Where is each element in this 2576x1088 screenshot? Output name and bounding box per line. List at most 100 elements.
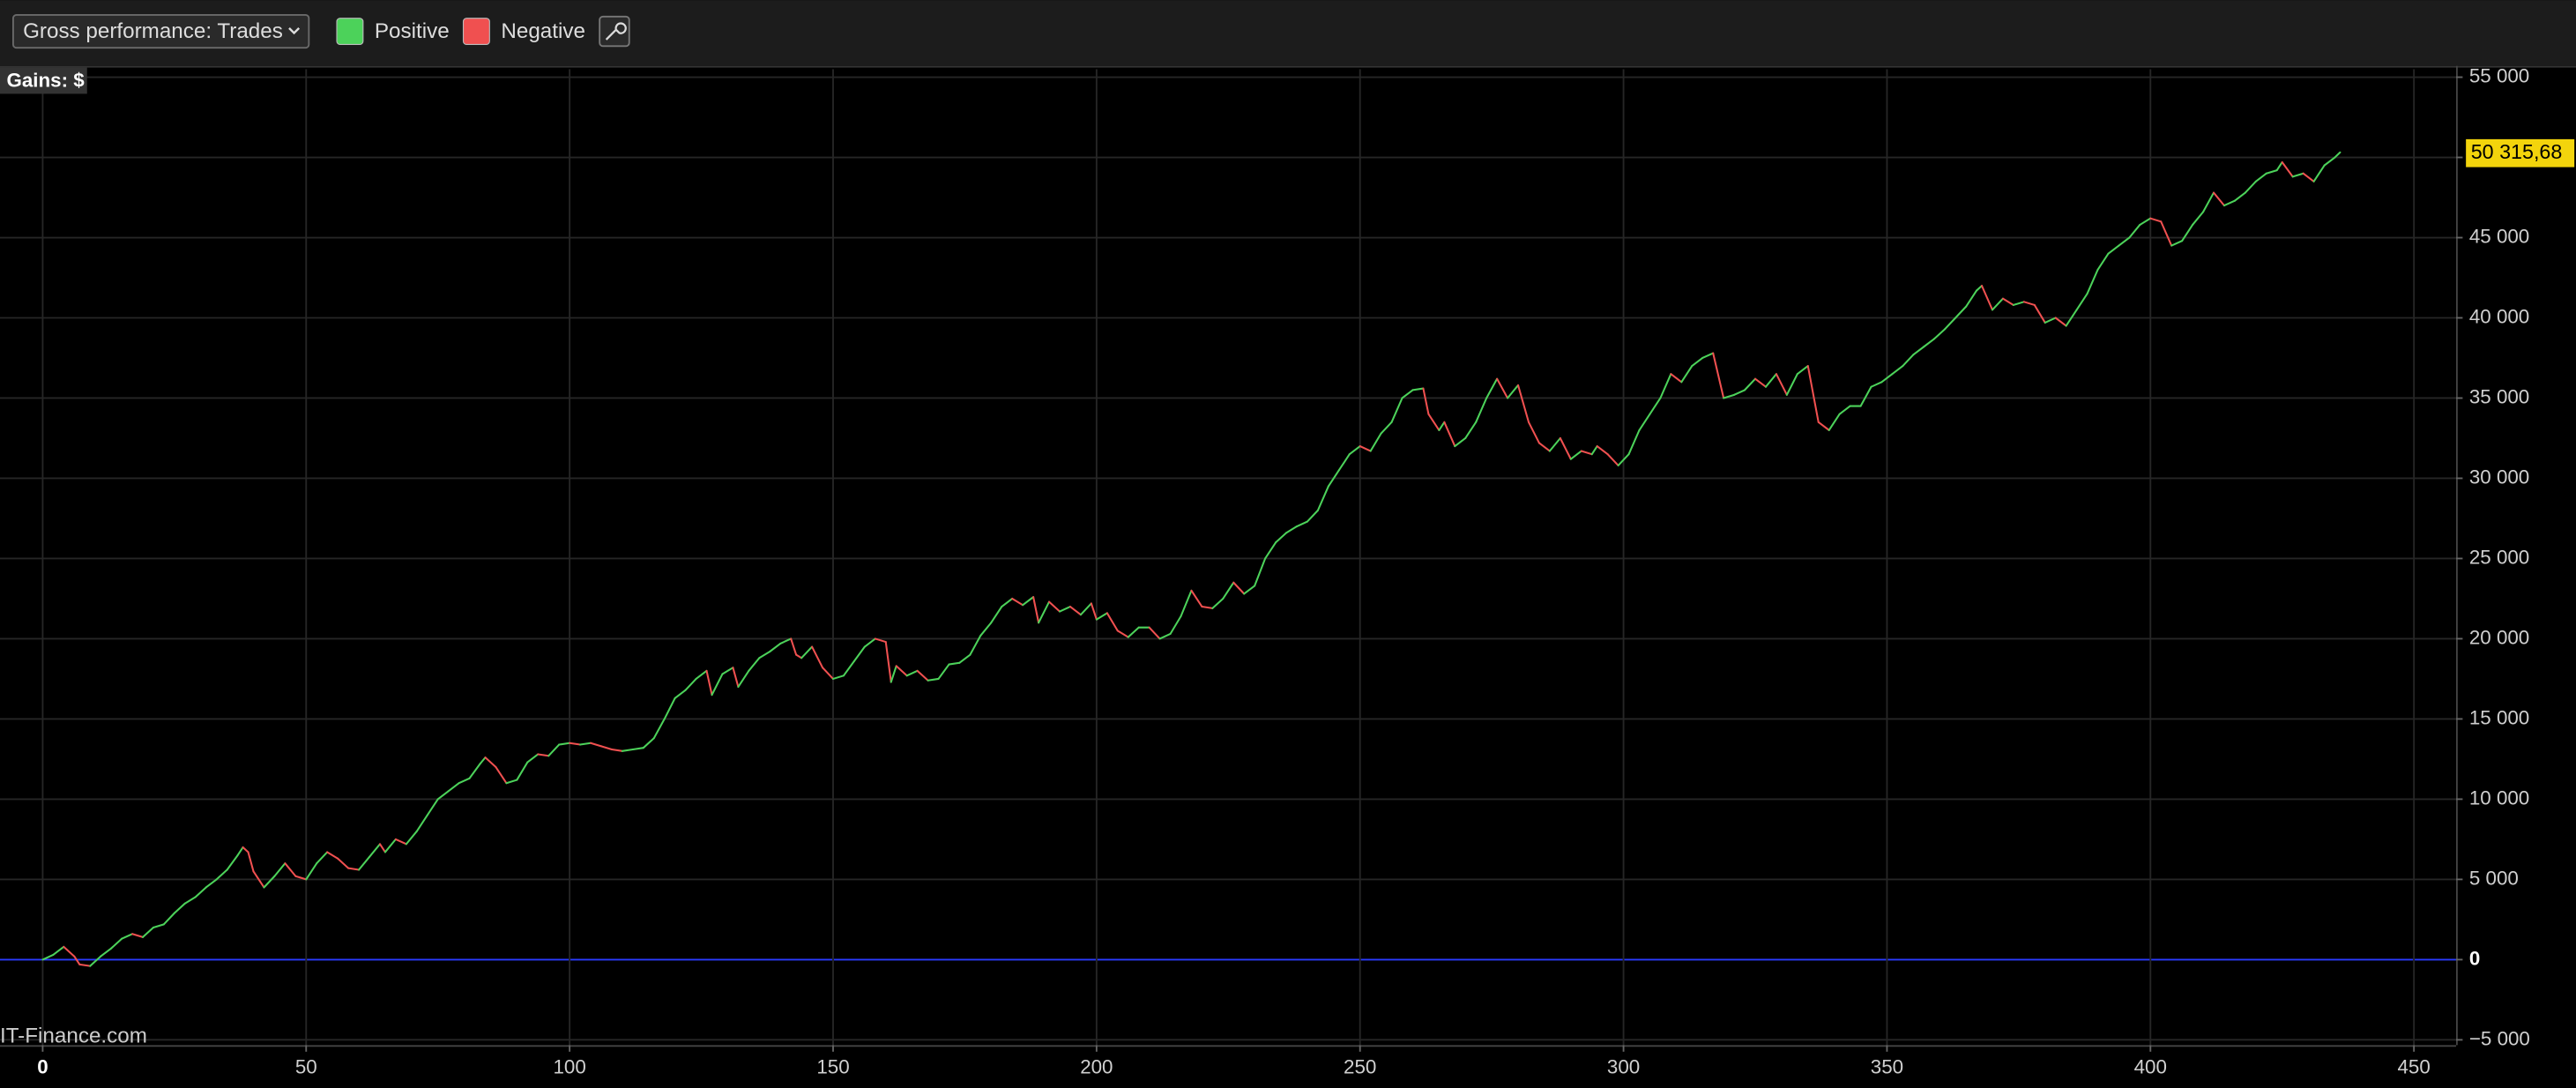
- line-segment: [1733, 389, 1746, 396]
- line-segment: [1649, 397, 1662, 415]
- line-segment: [1580, 450, 1593, 456]
- x-tick-label: 200: [1080, 1055, 1113, 1077]
- line-segment: [2012, 301, 2025, 306]
- line-segment: [2107, 244, 2120, 255]
- line-segment: [890, 665, 897, 683]
- line-segment: [1976, 285, 1984, 292]
- axis-title-box: [0, 67, 87, 94]
- line-segment: [52, 945, 65, 956]
- line-segment: [1670, 373, 1683, 384]
- line-segment: [695, 669, 708, 680]
- x-tick-label: 100: [553, 1055, 585, 1077]
- line-segment: [131, 933, 145, 938]
- line-segment: [73, 955, 81, 965]
- line-segment: [884, 641, 892, 683]
- line-segment: [1991, 297, 2004, 311]
- line-segment: [2096, 252, 2110, 271]
- line-segment: [2075, 293, 2088, 311]
- selector-text[interactable]: Gross performance: Trades: [23, 19, 283, 43]
- settings-button[interactable]: [599, 15, 630, 48]
- line-segment: [2233, 191, 2246, 202]
- line-segment: [1190, 589, 1203, 608]
- line-segment: [426, 798, 439, 816]
- line-segment: [2181, 223, 2194, 242]
- line-segment: [89, 955, 102, 967]
- line-segment: [732, 667, 740, 689]
- legend-label[interactable]: Negative: [501, 19, 585, 43]
- line-segment: [1106, 612, 1119, 632]
- line-segment: [558, 741, 571, 746]
- line-segment: [516, 761, 529, 781]
- watermark: IT-Finance.com: [0, 1024, 147, 1047]
- line-segment: [579, 741, 592, 746]
- line-segment: [2022, 301, 2036, 306]
- line-segment: [800, 645, 814, 660]
- legend-swatch[interactable]: [336, 18, 364, 46]
- line-segment: [1954, 305, 1968, 319]
- line-segment: [795, 653, 803, 660]
- line-segment: [347, 867, 361, 871]
- line-segment: [1627, 428, 1641, 456]
- line-segment: [358, 855, 371, 871]
- line-segment: [383, 838, 397, 853]
- line-segment: [1617, 453, 1630, 466]
- line-segment: [1243, 585, 1256, 595]
- line-segment: [1022, 596, 1035, 607]
- line-segment: [547, 743, 561, 757]
- legend-swatch[interactable]: [462, 18, 490, 46]
- y-tick-label: 20 000: [2469, 626, 2529, 648]
- x-tick-label: 250: [1344, 1055, 1376, 1077]
- line-segment: [1048, 600, 1061, 613]
- line-segment: [1744, 377, 1757, 391]
- line-segment: [1427, 413, 1441, 431]
- line-segment: [194, 886, 207, 898]
- line-segment: [1496, 377, 1509, 399]
- line-segment: [1148, 626, 1161, 640]
- line-segment: [663, 697, 676, 720]
- line-segment: [121, 933, 134, 940]
- line-segment: [1548, 436, 1561, 452]
- selector[interactable]: Gross performance: Trades: [11, 14, 310, 49]
- line-segment: [215, 868, 228, 881]
- line-segment: [1211, 597, 1225, 609]
- line-segment: [905, 669, 919, 677]
- line-segment: [1380, 421, 1393, 435]
- line-segment: [173, 902, 186, 914]
- line-segment: [236, 846, 244, 857]
- wrench-icon: [605, 22, 627, 41]
- line-segment: [1454, 436, 1467, 448]
- line-segment: [721, 667, 734, 675]
- line-segment: [642, 737, 655, 749]
- legend-label[interactable]: Positive: [375, 19, 450, 43]
- line-segment: [874, 637, 887, 644]
- line-segment: [1796, 365, 1809, 376]
- line-segment: [2222, 199, 2236, 207]
- selector-box[interactable]: [11, 14, 310, 49]
- line-segment: [2001, 297, 2014, 306]
- axis-title: Gains: $: [6, 69, 85, 91]
- y-tick-label: −5 000: [2469, 1027, 2530, 1049]
- line-segment: [2265, 169, 2278, 175]
- line-segment: [2312, 164, 2326, 183]
- line-segment: [337, 857, 350, 869]
- line-segment: [1306, 509, 1319, 523]
- line-segment: [447, 782, 460, 793]
- line-segment: [1001, 597, 1014, 608]
- line-segment: [1180, 589, 1193, 617]
- line-segment: [484, 756, 497, 769]
- line-segment: [2302, 172, 2315, 183]
- line-segment: [1980, 285, 1993, 311]
- line-segment: [1965, 289, 1978, 308]
- line-segment: [1517, 384, 1530, 423]
- line-segment: [1838, 405, 1851, 415]
- line-segment: [2086, 268, 2099, 295]
- line-segment: [1032, 596, 1040, 624]
- line-segment: [2149, 217, 2163, 223]
- line-segment: [1438, 421, 1446, 431]
- line-segment: [1806, 365, 1820, 423]
- line-segment: [1038, 600, 1051, 624]
- line-segment: [1859, 385, 1872, 407]
- line-segment: [711, 673, 724, 697]
